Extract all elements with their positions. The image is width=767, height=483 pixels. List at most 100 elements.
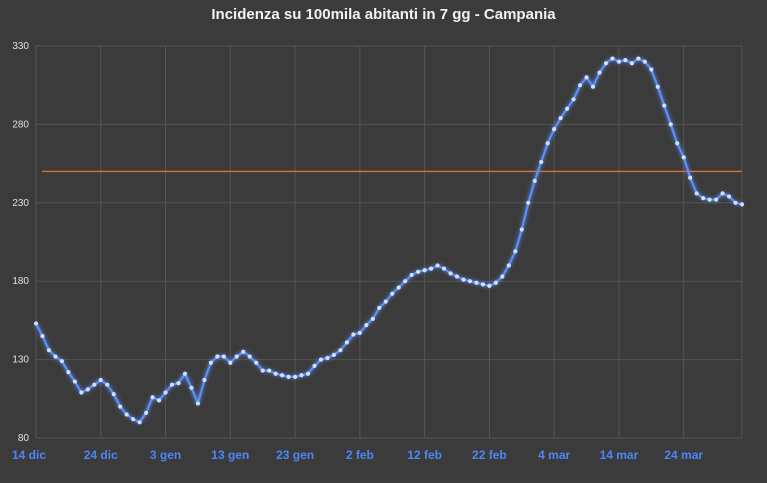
data-point (448, 271, 453, 276)
data-point (720, 191, 725, 196)
y-axis-ticks: 80 130 180 230 280 330 (12, 41, 29, 444)
data-point (364, 323, 369, 328)
data-point (610, 56, 615, 61)
data-point (221, 354, 226, 359)
x-tick-label: 24 dic (84, 448, 118, 462)
x-tick-label: 4 mar (538, 448, 570, 462)
chart-title: Incidenza su 100mila abitanti in 7 gg - … (211, 6, 556, 23)
data-point (662, 103, 667, 108)
data-point (254, 360, 259, 365)
data-point (33, 321, 39, 326)
data-point (396, 285, 401, 290)
data-point (474, 280, 479, 285)
data-point (46, 348, 52, 353)
data-point (526, 200, 531, 205)
data-point (552, 127, 557, 132)
data-point (726, 194, 732, 199)
x-tick-label: 23 gen (276, 448, 314, 462)
x-tick-label: 14 dic (12, 448, 46, 462)
data-point (299, 373, 304, 378)
data-point (234, 354, 239, 359)
data-point (208, 360, 213, 365)
data-point (590, 84, 596, 89)
x-tick-label: 22 feb (472, 448, 507, 462)
data-point (150, 395, 155, 400)
data-point (422, 268, 427, 273)
data-point (713, 197, 719, 202)
data-point (286, 374, 291, 379)
data-point (416, 269, 421, 274)
data-point (493, 280, 498, 285)
data-point (156, 398, 162, 403)
x-tick-label: 2 feb (346, 448, 374, 462)
data-point (577, 83, 583, 88)
data-point (584, 75, 589, 80)
data-point (701, 195, 706, 201)
data-point (500, 274, 505, 279)
data-point (182, 371, 188, 376)
data-point (66, 370, 71, 375)
data-point (467, 279, 473, 284)
data-point (623, 58, 628, 63)
data-point (228, 360, 233, 365)
data-point (454, 274, 460, 279)
data-point (409, 272, 414, 278)
data-point (325, 355, 330, 361)
data-point (318, 357, 324, 362)
data-point (98, 377, 103, 383)
series-line (35, 57, 743, 424)
data-point (688, 175, 693, 180)
data-point (480, 282, 486, 287)
y-tick-label: 180 (12, 276, 29, 287)
data-point (111, 391, 116, 397)
data-point (733, 200, 738, 205)
data-point (280, 373, 285, 378)
x-tick-label: 3 gen (150, 448, 181, 462)
x-tick-label: 24 mar (664, 448, 703, 462)
data-point (739, 202, 745, 207)
data-point (435, 263, 440, 268)
data-point (131, 417, 136, 422)
data-point (195, 401, 201, 406)
data-point (668, 122, 673, 127)
data-point (513, 249, 518, 254)
data-point (636, 56, 641, 61)
data-point (105, 382, 110, 387)
data-point (377, 305, 382, 310)
data-point (344, 340, 349, 345)
data-point (603, 61, 609, 66)
data-point (202, 377, 207, 383)
data-point (273, 371, 278, 376)
data-point (694, 191, 699, 196)
data-point (571, 97, 576, 102)
data-point (565, 106, 570, 111)
data-point (616, 59, 622, 64)
y-tick-label: 230 (12, 198, 29, 209)
data-point (338, 348, 343, 353)
data-point (267, 368, 272, 373)
data-point (629, 61, 634, 66)
data-point (487, 283, 492, 289)
data-point (681, 155, 686, 160)
data-point (707, 197, 712, 202)
data-point (241, 349, 246, 354)
data-point (519, 227, 524, 232)
x-axis-ticks: 14 dic 24 dic 3 gen 13 gen 23 gen 2 feb 12 feb… (12, 448, 703, 462)
y-tick-label: 130 (12, 355, 29, 366)
data-point (403, 279, 408, 284)
data-point (169, 382, 175, 387)
data-point (655, 84, 660, 89)
data-point (558, 116, 563, 121)
data-point (85, 387, 90, 392)
data-point (506, 263, 511, 268)
data-point (53, 354, 58, 359)
data-point (545, 141, 550, 146)
series-incidence (33, 56, 745, 425)
data-point (72, 379, 77, 384)
data-point (176, 381, 181, 386)
data-point (189, 385, 194, 390)
data-point (331, 352, 337, 357)
data-point (370, 316, 375, 321)
x-tick-label: 12 feb (407, 448, 442, 462)
